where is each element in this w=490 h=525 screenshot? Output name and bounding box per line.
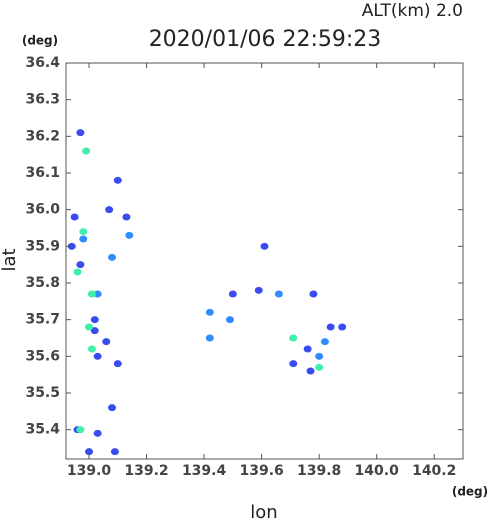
- echo-cell: [338, 323, 347, 331]
- echo-cell: [108, 253, 117, 261]
- x-tick-label: 140.0: [355, 463, 400, 479]
- y-unit: (deg): [22, 34, 58, 48]
- echo-cell: [205, 308, 214, 316]
- x-tick-label: 139.8: [297, 463, 341, 479]
- echo-cell: [260, 242, 269, 250]
- echo-cell: [309, 290, 318, 298]
- echo-cell: [108, 404, 117, 412]
- echo-cell: [73, 268, 82, 276]
- x-unit: (deg): [452, 485, 488, 499]
- echo-cell: [82, 147, 91, 155]
- y-tick-label: 36.2: [25, 128, 60, 144]
- echo-cell: [303, 345, 312, 353]
- echo-cell: [320, 338, 329, 346]
- echo-cell: [125, 231, 134, 239]
- y-tick-label: 36.4: [25, 55, 60, 71]
- y-tick-label: 36.1: [25, 165, 60, 181]
- y-axis-label: lat: [0, 248, 20, 271]
- y-tick-label: 35.4: [25, 422, 60, 438]
- echo-cell: [76, 261, 85, 269]
- echo-cell: [93, 429, 102, 437]
- echo-cell: [306, 367, 315, 375]
- echo-cell: [102, 338, 111, 346]
- x-axis-label: lon: [250, 502, 277, 521]
- x-tick-label: 139.0: [67, 463, 112, 479]
- x-tick-label: 139.6: [239, 463, 283, 479]
- echo-cell: [113, 176, 122, 184]
- echo-cell: [76, 426, 85, 434]
- echo-cell: [315, 363, 324, 371]
- echo-cell: [79, 235, 88, 243]
- echo-cell: [122, 213, 131, 221]
- echo-cell: [110, 448, 119, 456]
- echo-cell: [326, 323, 335, 331]
- plot-area: [67, 129, 347, 456]
- y-tick-label: 35.5: [25, 385, 60, 401]
- y-tick-label: 35.8: [25, 275, 60, 291]
- y-tick-label: 36.0: [25, 202, 60, 218]
- echo-cell: [90, 327, 99, 335]
- altitude-label: ALT(km) 2.0: [362, 1, 463, 21]
- echo-cell: [93, 352, 102, 360]
- echo-cell: [76, 129, 85, 137]
- echo-cell: [254, 286, 263, 294]
- echo-cell: [315, 352, 324, 360]
- y-tick-label: 35.7: [25, 312, 60, 328]
- y-tick-label: 35.6: [25, 348, 60, 364]
- y-tick-label: 35.9: [25, 238, 60, 254]
- echo-cell: [289, 334, 298, 342]
- echo-cell: [70, 213, 79, 221]
- echo-cell: [90, 316, 99, 324]
- echo-cell: [105, 206, 114, 214]
- echo-cell: [85, 323, 94, 331]
- echo-cell: [93, 290, 102, 298]
- plot-frame: [65, 62, 464, 460]
- x-tick-label: 139.4: [182, 463, 227, 479]
- echo-cell: [67, 242, 76, 250]
- echo-cell: [205, 334, 214, 342]
- echo-cell: [113, 360, 122, 368]
- x-tick-label: 139.2: [124, 463, 168, 479]
- echo-cell: [85, 448, 94, 456]
- chart-title: 2020/01/06 22:59:23: [149, 27, 382, 52]
- x-tick-label: 140.2: [412, 463, 456, 479]
- echo-cell: [87, 290, 96, 298]
- echo-cell: [289, 360, 298, 368]
- echo-cell: [228, 290, 237, 298]
- echo-cell: [87, 345, 96, 353]
- echo-cell: [274, 290, 283, 298]
- y-tick-label: 36.3: [25, 92, 60, 108]
- echo-cell: [225, 316, 234, 324]
- echo-cell: [79, 228, 88, 236]
